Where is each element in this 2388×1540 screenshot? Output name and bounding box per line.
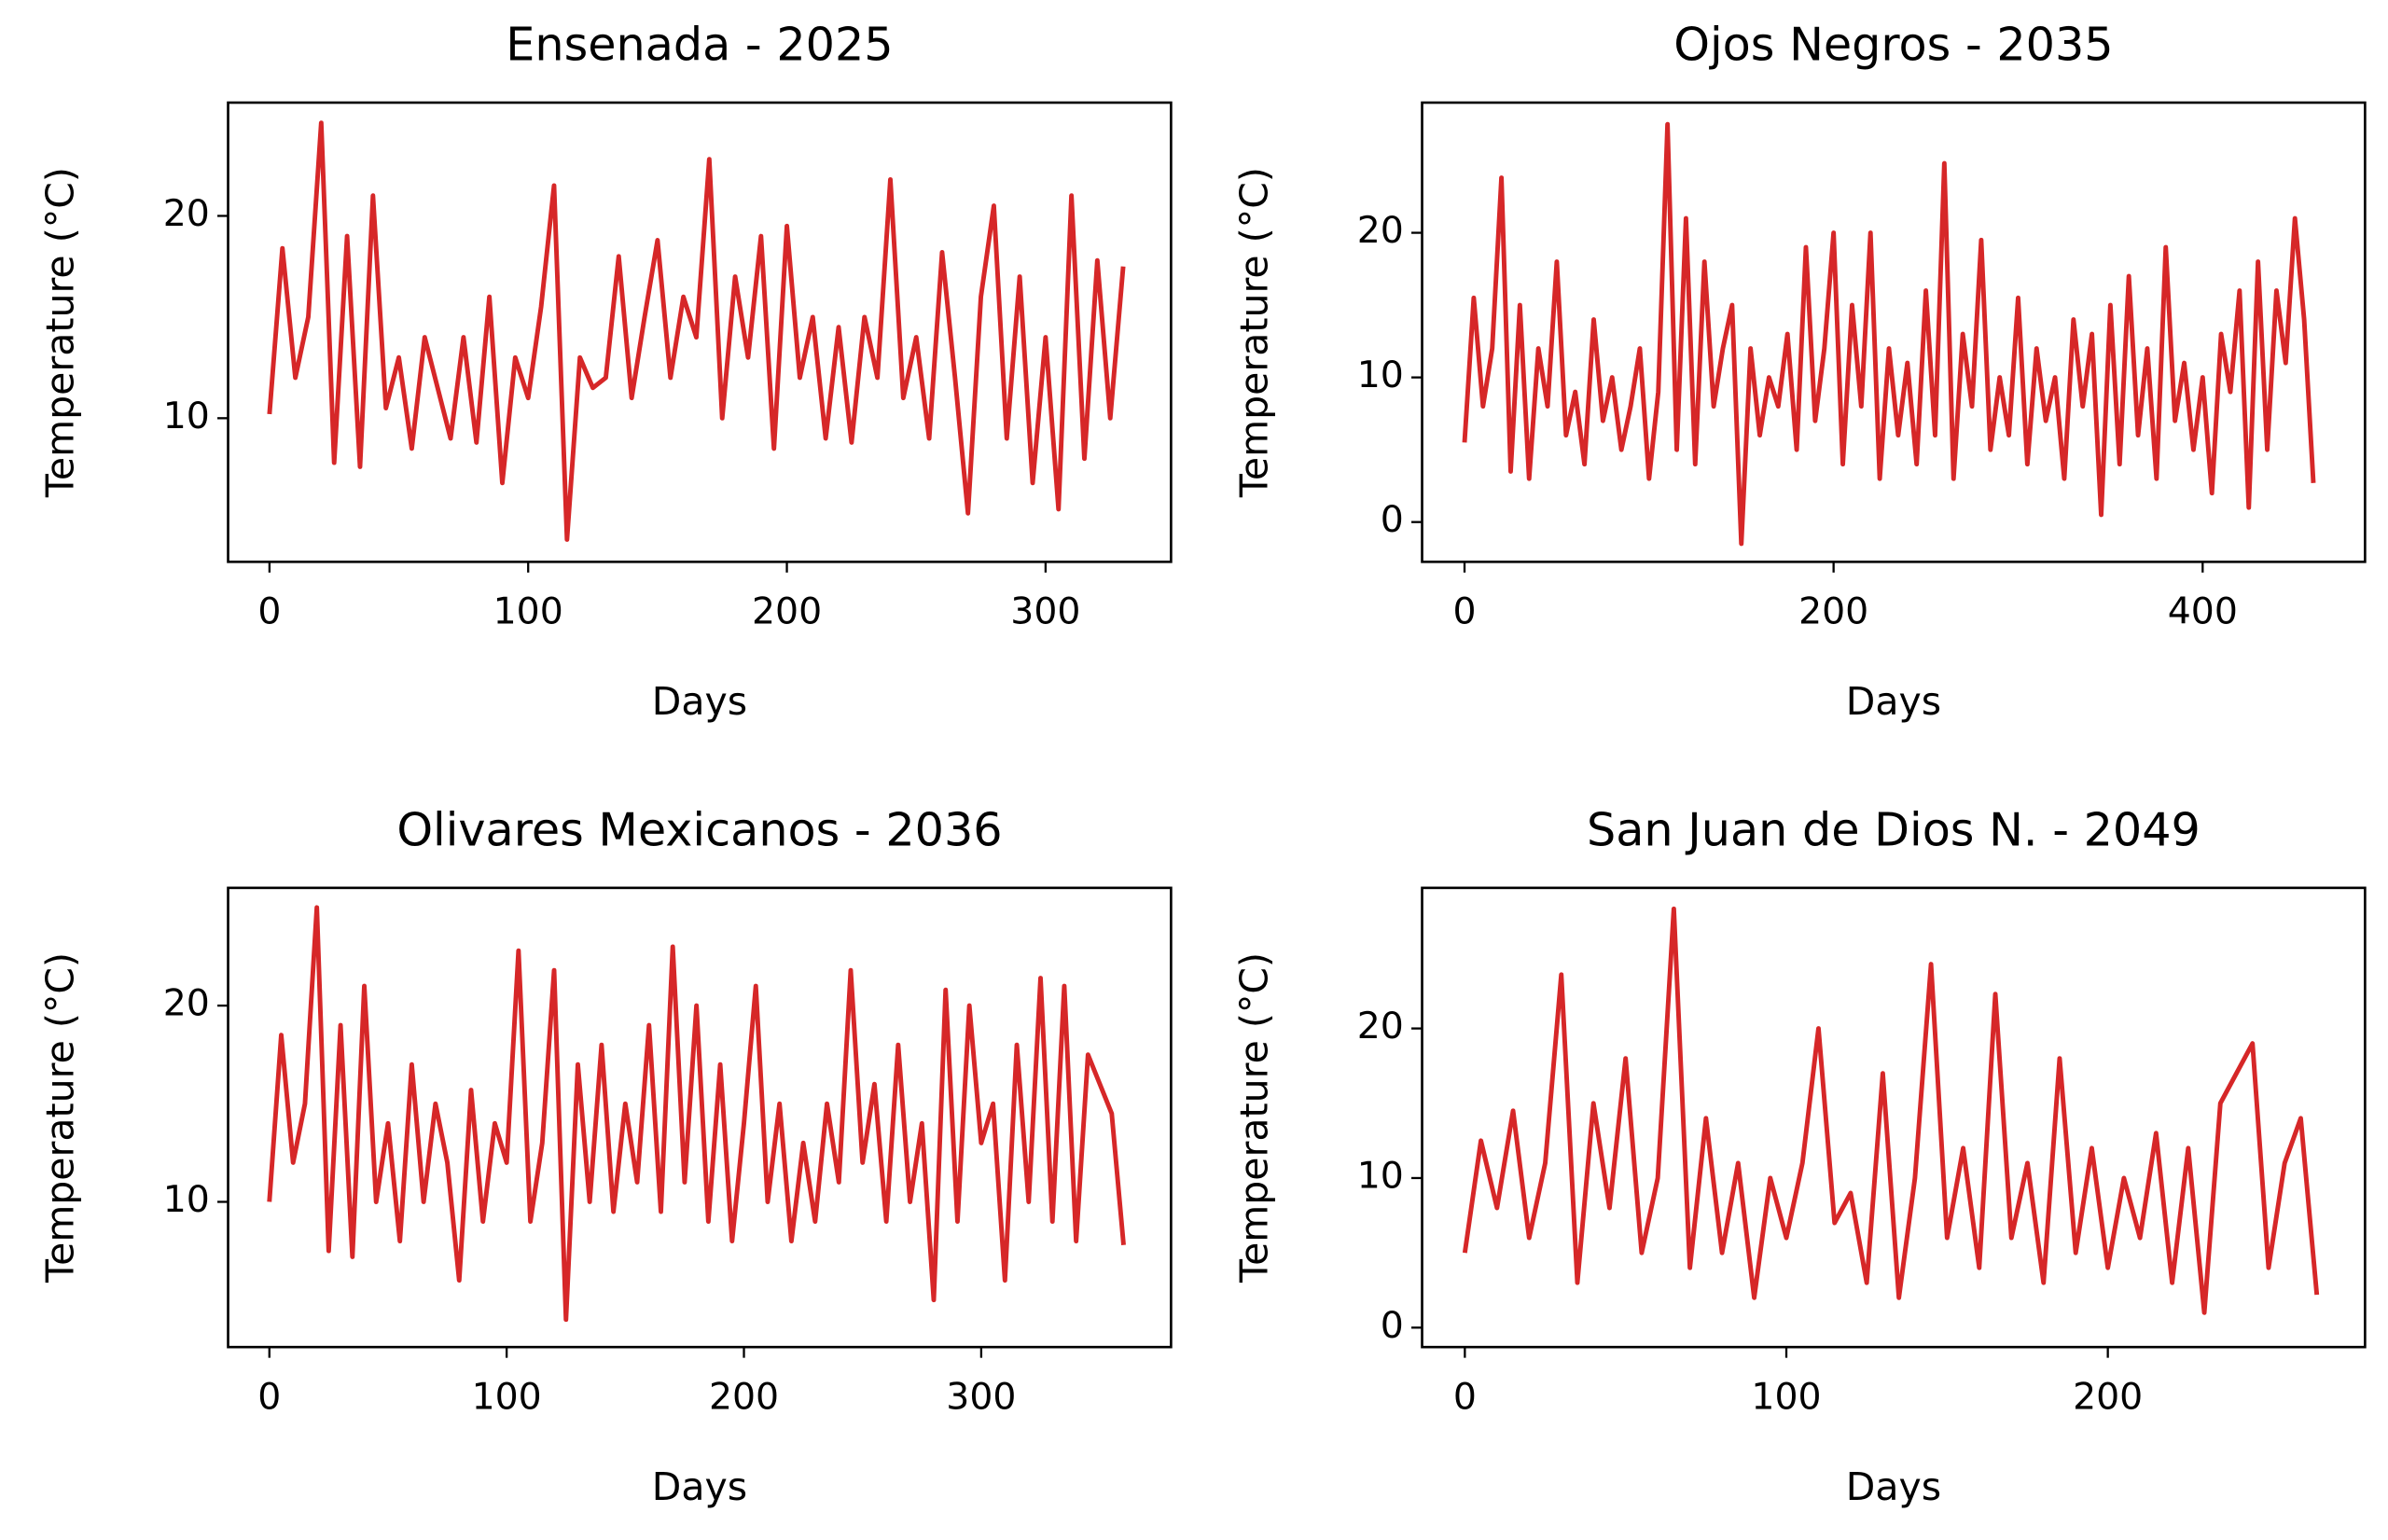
x-tick-label: 0 (257, 1375, 281, 1418)
x-axis-label: Days (1846, 1464, 1941, 1509)
chart-title: Olivares Mexicanos - 2036 (396, 802, 1002, 856)
x-tick-label: 100 (493, 590, 563, 633)
x-tick-label: 200 (1798, 590, 1868, 633)
y-axis-label: Temperature (°C) (37, 167, 82, 498)
y-tick-label: 0 (1381, 498, 1404, 541)
x-tick-label: 0 (1452, 590, 1476, 633)
x-tick-label: 0 (1453, 1375, 1477, 1418)
x-tick-label: 100 (472, 1375, 542, 1418)
x-tick-label: 100 (1751, 1375, 1821, 1418)
x-tick-label: 200 (709, 1375, 779, 1418)
x-tick-label: 400 (2168, 590, 2238, 633)
y-axis-label: Temperature (°C) (1231, 952, 1276, 1283)
x-tick-label: 200 (752, 590, 822, 633)
x-tick-label: 200 (2073, 1375, 2143, 1418)
x-tick-label: 300 (1010, 590, 1080, 633)
plot-frame (227, 101, 1173, 563)
y-tick-label: 20 (1357, 1005, 1404, 1047)
x-axis-label: Days (652, 679, 747, 724)
data-line (267, 905, 1126, 1323)
y-tick-label: 0 (1381, 1304, 1404, 1347)
x-tick-label: 0 (257, 590, 281, 633)
chart-title: Ojos Negros - 2035 (1673, 17, 2113, 71)
y-axis-label: Temperature (°C) (1231, 167, 1276, 498)
x-axis-label: Days (652, 1464, 747, 1509)
plot-frame (1421, 101, 2367, 563)
x-tick-label: 300 (946, 1375, 1016, 1418)
y-tick-label: 20 (163, 192, 210, 235)
y-axis-label: Temperature (°C) (37, 952, 82, 1283)
chart-title: San Juan de Dios N. - 2049 (1587, 802, 2201, 856)
x-axis-label: Days (1846, 679, 1941, 724)
y-tick-label: 10 (1357, 354, 1404, 396)
data-line (267, 120, 1126, 542)
y-tick-label: 10 (1357, 1154, 1404, 1197)
data-line (1462, 121, 2316, 547)
y-tick-label: 20 (163, 982, 210, 1025)
y-tick-label: 10 (163, 395, 210, 437)
data-line (1462, 906, 2320, 1315)
chart-title: Ensenada - 2025 (506, 17, 893, 71)
plot-frame (227, 886, 1173, 1349)
plot-frame (1421, 886, 2367, 1349)
y-tick-label: 20 (1357, 209, 1404, 252)
y-tick-label: 10 (163, 1178, 210, 1221)
